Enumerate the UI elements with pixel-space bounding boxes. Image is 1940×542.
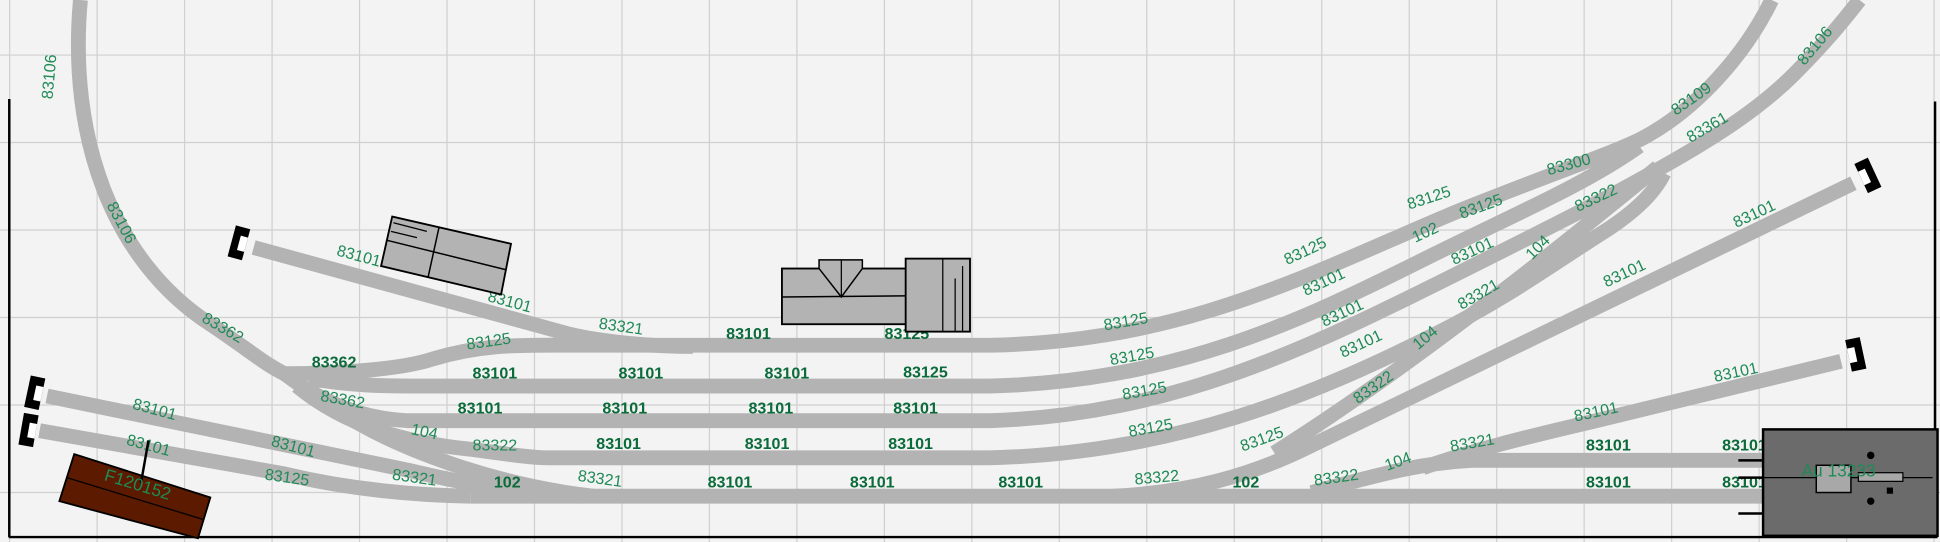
building-station[interactable] (379, 215, 513, 296)
track-piece-label: 83322 (473, 436, 518, 454)
track-piece-label: 83322 (1134, 467, 1180, 489)
building-warehouse[interactable] (781, 257, 971, 333)
track-piece-label: 83125 (264, 466, 311, 490)
track-piece-label: 83101 (458, 399, 503, 417)
track-row-3[interactable] (292, 169, 1671, 466)
buffer-stop-icon[interactable] (18, 412, 39, 448)
track-siding-left-1[interactable] (45, 388, 582, 504)
buffer-stop-icon[interactable] (1854, 157, 1882, 194)
track-piece-label: 83101 (473, 365, 518, 383)
track-piece-label: 83101 (888, 435, 933, 453)
track-outer-curve[interactable] (70, 0, 288, 381)
track-row-5[interactable] (1309, 452, 1764, 500)
buffer-stop-icon[interactable] (1845, 337, 1867, 372)
track-piece-label: 83101 (765, 365, 810, 383)
track-piece-label: 83106 (39, 54, 61, 100)
track-piece-label: 83101 (850, 474, 895, 492)
track-piece-label: 83101 (1586, 436, 1631, 454)
tracks (38, 0, 1866, 504)
track-piece-label: 83101 (1586, 474, 1631, 492)
track-piece-label: 102 (1232, 474, 1259, 492)
track-piece-label: 102 (494, 474, 521, 492)
track-piece-label: 83101 (269, 432, 317, 461)
track-piece-label: 104 (409, 420, 439, 443)
track-piece-label: 83101 (893, 399, 938, 417)
track-piece-label: 83362 (312, 354, 357, 372)
track-piece-label: 83101 (619, 365, 664, 383)
track-siding-right-lower[interactable] (1420, 354, 1843, 475)
track-piece-label: 83101 (1722, 474, 1767, 492)
wagon[interactable]: F120152 (58, 440, 212, 540)
track-piece-label: 83125 (903, 363, 948, 381)
track-siding-left-2[interactable] (38, 423, 471, 504)
track-piece-label: 83101 (708, 474, 753, 492)
track-piece-label: 83101 (745, 435, 790, 453)
track-piece-label: 83106 (103, 199, 140, 247)
track-piece-label: 83101 (748, 399, 793, 417)
track-row-1[interactable] (308, 139, 1644, 394)
track-piece-label: 83101 (602, 399, 647, 417)
track-row-2[interactable] (280, 0, 1866, 429)
track-piece-label: 83101 (726, 325, 771, 343)
track-piece-label: 83101 (998, 474, 1043, 492)
track-siding-top[interactable] (251, 240, 693, 354)
track-siding-right-upper[interactable] (1113, 176, 1857, 504)
track-piece-label: 83101 (1722, 436, 1767, 454)
track-piece-label: 83101 (596, 435, 641, 453)
track-row-0[interactable] (284, 0, 1779, 382)
track-crossover[interactable] (1270, 161, 1663, 460)
track-piece-label: 83321 (577, 467, 624, 491)
buffer-stop-icon[interactable] (24, 375, 46, 411)
control-box-label: Au 13233 (1801, 460, 1875, 480)
control-box[interactable]: Au 13233 (1738, 428, 1939, 538)
buffer-stop-icon[interactable] (227, 225, 251, 261)
